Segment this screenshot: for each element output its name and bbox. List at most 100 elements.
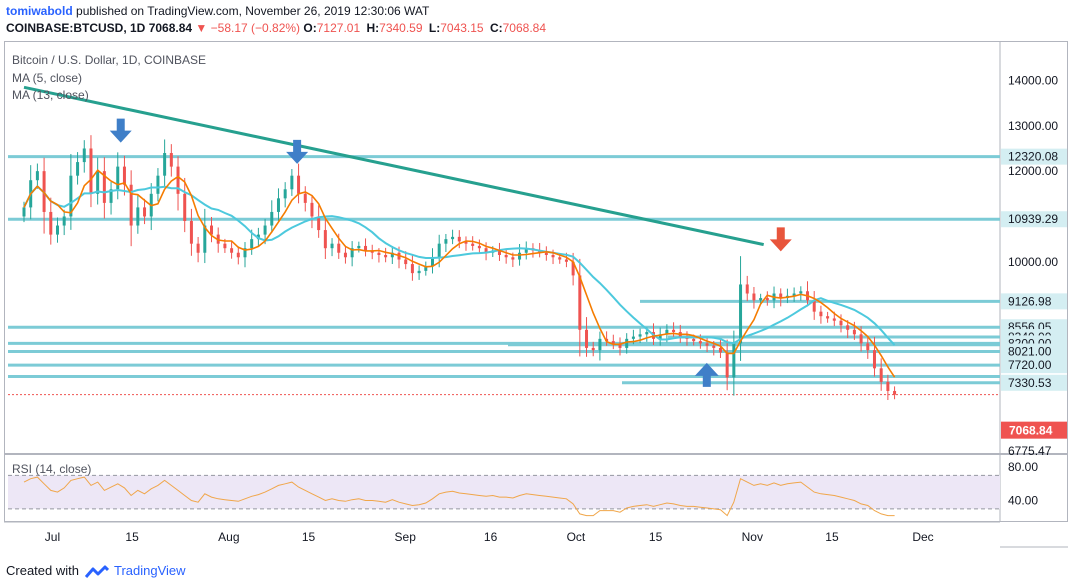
- candle-body: [866, 343, 870, 351]
- candle-body: [692, 338, 696, 342]
- candle-body: [310, 202, 314, 217]
- candle-body: [457, 236, 461, 242]
- ma13-line: [23, 184, 896, 346]
- candle-body: [759, 298, 763, 301]
- candle-body: [698, 341, 702, 344]
- candle-body: [210, 225, 214, 235]
- candle-body: [143, 207, 147, 217]
- candle-body: [846, 325, 850, 330]
- candle-body: [350, 248, 354, 258]
- candle-body: [859, 334, 863, 344]
- last-price-badge: [1001, 421, 1067, 439]
- level-label: 10939.29: [1008, 212, 1058, 226]
- candle-body: [631, 336, 635, 339]
- x-tick-label: 15: [302, 530, 316, 544]
- candle-body: [69, 175, 73, 217]
- created-with-text: Created with: [6, 563, 79, 578]
- close-value: 7068.84: [502, 21, 547, 35]
- candle-body: [518, 252, 522, 260]
- open-value: 7127.01: [316, 21, 361, 35]
- main-pane[interactable]: [4, 41, 1068, 454]
- level-label: 8021.00: [1008, 344, 1052, 358]
- candle-body: [49, 211, 53, 235]
- candle-body: [297, 175, 301, 194]
- open-label: O:: [303, 21, 317, 35]
- candle-body: [276, 198, 280, 212]
- candle-body: [236, 252, 240, 258]
- candle-body: [410, 264, 414, 274]
- candle-body: [62, 216, 66, 226]
- candle-body: [364, 245, 368, 251]
- rsi-band: [8, 475, 1000, 509]
- candle-body: [189, 221, 193, 244]
- publisher-name[interactable]: tomiwabold: [6, 4, 73, 18]
- tradingview-brand[interactable]: TradingView: [114, 563, 186, 578]
- candle-body: [638, 334, 642, 337]
- candle-body: [665, 329, 669, 335]
- candle-body: [732, 343, 736, 378]
- candle-body: [497, 250, 501, 256]
- candle-body: [598, 338, 602, 351]
- y-tick-label: 14000.00: [1008, 74, 1058, 88]
- low-label: L:: [428, 21, 441, 35]
- candle-body: [618, 343, 622, 348]
- change-value: −58.17 (−0.82%): [210, 21, 301, 35]
- candle-body: [76, 162, 80, 176]
- ma13-legend[interactable]: MA (13, close): [12, 88, 89, 102]
- x-tick-label: 15: [825, 530, 839, 544]
- candle-body: [792, 293, 796, 296]
- candle-body: [129, 184, 133, 226]
- candle-body: [156, 175, 160, 194]
- candle-body: [323, 230, 327, 249]
- candle-body: [263, 225, 267, 235]
- candle-body: [571, 261, 575, 276]
- candle-body: [116, 166, 120, 190]
- ohlc-header: COINBASE:BTCUSD, 1D 7068.84 ▼ −58.17 (−0…: [6, 21, 549, 35]
- candle-body: [886, 381, 890, 391]
- candle-body: [799, 291, 803, 294]
- y-tick-label: 12000.00: [1008, 164, 1058, 178]
- candle-body: [437, 243, 441, 258]
- chart-title: Bitcoin / U.S. Dollar, 1D, COINBASE: [12, 53, 207, 67]
- candle-body: [417, 270, 421, 274]
- candle-body: [223, 243, 227, 249]
- candle-body: [136, 207, 140, 226]
- candle-body: [551, 255, 555, 258]
- candle-body: [484, 248, 488, 253]
- symbol-label: COINBASE:BTCUSD, 1D: [6, 21, 146, 35]
- candle-body: [839, 320, 843, 326]
- candle-body: [250, 239, 254, 249]
- x-tick-label: 15: [125, 530, 139, 544]
- candle-body: [102, 171, 106, 203]
- candle-body: [745, 284, 749, 294]
- footer: Created with TradingView: [6, 563, 186, 579]
- candle-body: [645, 332, 649, 335]
- candle-body: [477, 245, 481, 249]
- candle-body: [377, 252, 381, 256]
- down-arrow-icon: [769, 227, 792, 252]
- candle-body: [303, 193, 307, 203]
- candle-body: [832, 318, 836, 321]
- candle-body: [752, 293, 756, 301]
- rsi-tick-label: 80.00: [1008, 460, 1038, 474]
- ma5-legend[interactable]: MA (5, close): [12, 71, 83, 85]
- x-tick-label: Dec: [912, 530, 933, 544]
- candle-body: [872, 350, 876, 369]
- candle-body: [283, 189, 287, 199]
- candle-body: [96, 171, 100, 194]
- x-tick-label: Oct: [567, 530, 586, 544]
- x-tick-label: 15: [649, 530, 663, 544]
- candle-body: [779, 293, 783, 299]
- close-label: C:: [489, 21, 503, 35]
- level-label-bg: [1001, 211, 1067, 228]
- candle-body: [343, 252, 347, 258]
- candle-body: [712, 345, 716, 348]
- candle-body: [109, 189, 113, 203]
- up-arrow-icon: [694, 362, 719, 387]
- level-label: 12320.08: [1008, 150, 1058, 164]
- candle-body: [591, 347, 595, 351]
- rsi-line: [23, 476, 895, 517]
- rsi-legend[interactable]: RSI (14, close): [12, 462, 92, 476]
- low-value: 7043.15: [440, 21, 484, 35]
